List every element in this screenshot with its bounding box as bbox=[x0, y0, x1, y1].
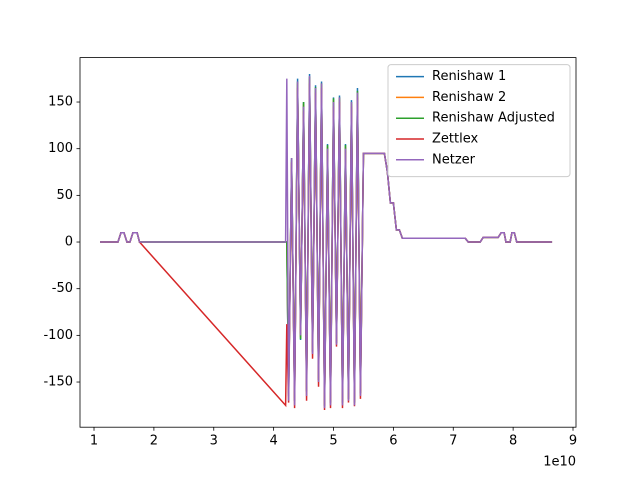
x-tick-label: 2 bbox=[150, 434, 158, 449]
y-tick-label: -50 bbox=[52, 281, 73, 296]
x-tick-label: 4 bbox=[269, 434, 277, 449]
y-tick-label: 150 bbox=[48, 95, 73, 110]
x-tick-label: 1 bbox=[90, 434, 98, 449]
legend-label: Zettlex bbox=[432, 132, 478, 147]
y-tick-label: -100 bbox=[43, 328, 73, 343]
y-tick-label: -150 bbox=[43, 375, 73, 390]
x-tick-label: 6 bbox=[389, 434, 397, 449]
axes-frame bbox=[79, 57, 577, 428]
x-offset-label: 1e10 bbox=[543, 455, 576, 470]
x-tick-label: 3 bbox=[210, 434, 218, 449]
x-tick-label: 7 bbox=[449, 434, 457, 449]
legend-label: Renishaw Adjusted bbox=[432, 111, 555, 126]
x-tick-label: 9 bbox=[569, 434, 577, 449]
y-tick-label: 0 bbox=[65, 235, 73, 250]
legend-label: Renishaw 1 bbox=[432, 69, 506, 84]
legend-box bbox=[387, 64, 571, 178]
legend-label: Renishaw 2 bbox=[432, 90, 506, 105]
y-tick-label: 50 bbox=[56, 188, 73, 203]
legend-label: Netzer bbox=[432, 152, 476, 167]
series-line bbox=[100, 75, 553, 409]
x-tick-label: 8 bbox=[509, 434, 517, 449]
y-tick-label: 100 bbox=[48, 141, 73, 156]
x-tick-label: 5 bbox=[329, 434, 337, 449]
